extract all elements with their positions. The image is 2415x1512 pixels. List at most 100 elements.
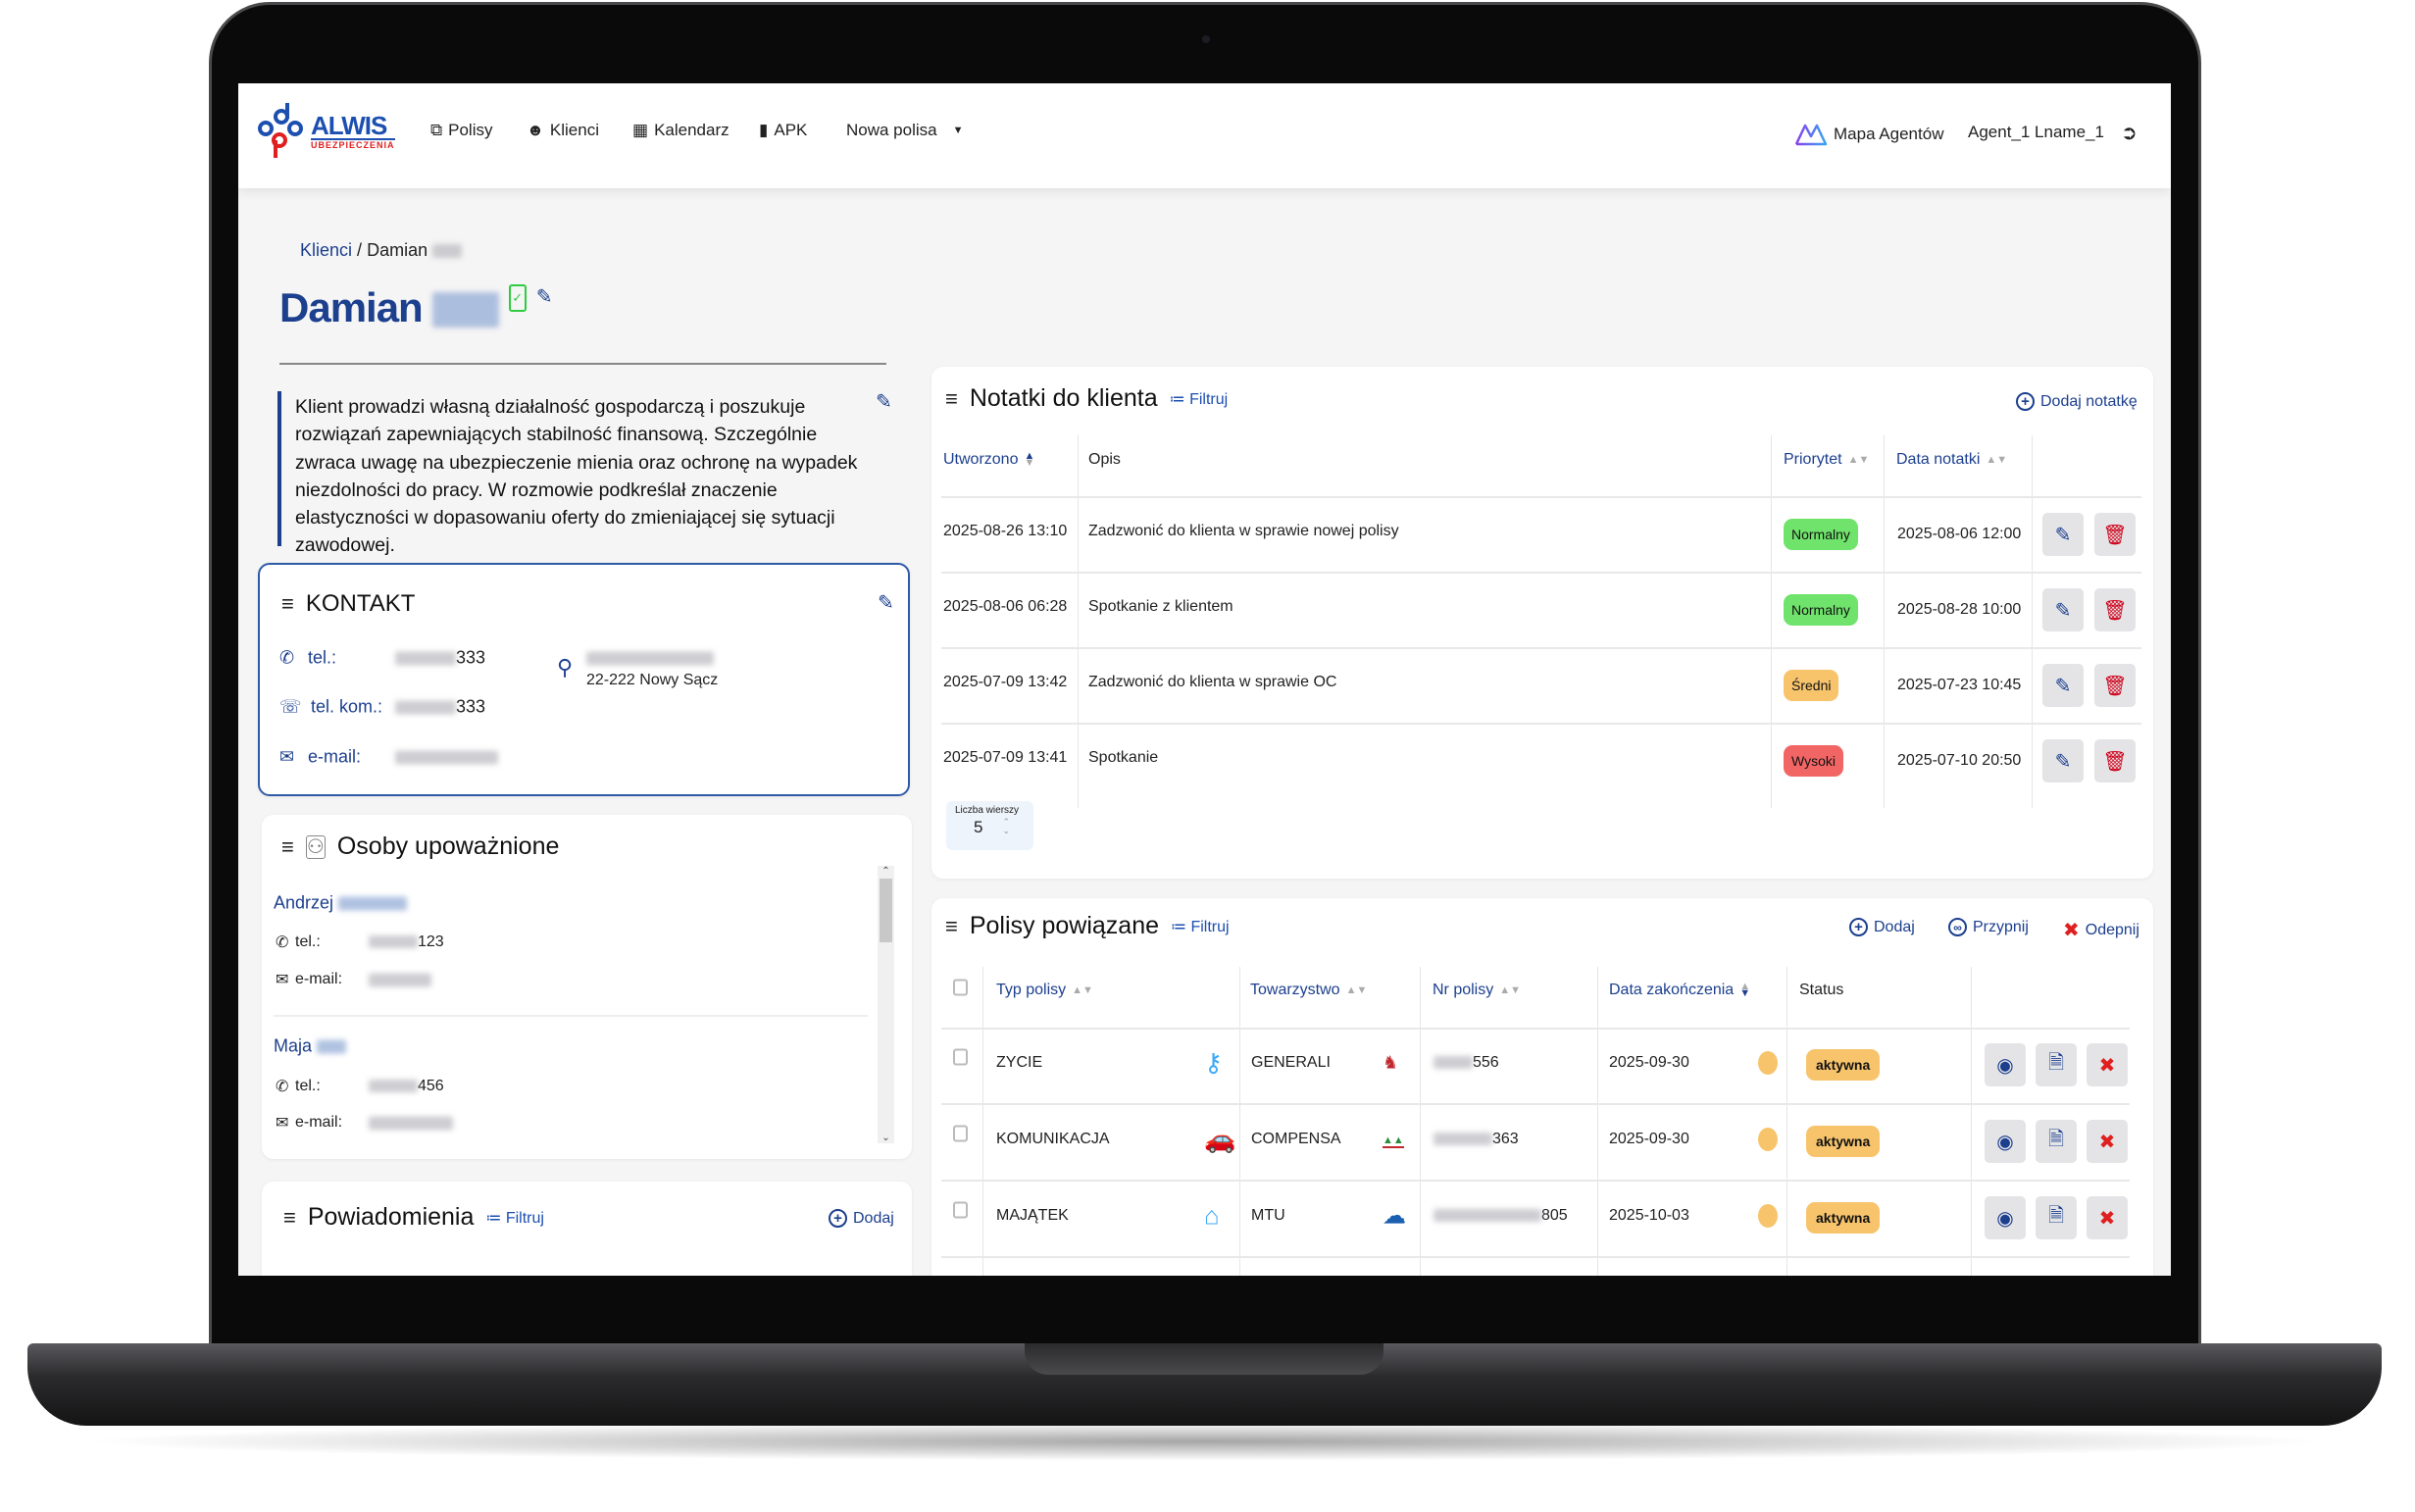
filter-button[interactable]: ≔ Filtruj: [485, 1209, 544, 1227]
unlink-icon: ✖: [2098, 1131, 2116, 1153]
edit-client-icon[interactable]: ✎: [535, 286, 553, 308]
attach-policy-button[interactable]: ∞ Przypnij: [1948, 918, 2029, 936]
scrollbar[interactable]: ⌃ ⌄: [878, 866, 894, 1143]
edit-note-button[interactable]: ✎: [2042, 664, 2084, 707]
logo-subtext: UBEZPIECZENIA: [311, 140, 395, 150]
detach-policy-button[interactable]: ✖ Odepnij: [2063, 920, 2139, 941]
logout-icon[interactable]: ➲: [2121, 123, 2138, 144]
edit-note-button[interactable]: ✎: [2042, 513, 2084, 556]
nav-kalendarz[interactable]: ▦ Kalendarz: [632, 121, 730, 140]
column-header[interactable]: Towarzystwo ▲▼: [1250, 982, 1367, 999]
filter-button[interactable]: ≔ Filtruj: [1169, 390, 1229, 408]
sort-icon[interactable]: ▲▼: [1072, 983, 1093, 996]
person-name[interactable]: Andrzej: [274, 893, 408, 914]
column-header-label: Typ polisy: [996, 982, 1067, 998]
view-policy-button[interactable]: ◉: [1985, 1043, 2026, 1086]
delete-note-button[interactable]: 🗑: [2094, 513, 2136, 556]
calendar-icon: ▦: [632, 121, 649, 139]
add-note-button[interactable]: + Dodaj notatkę: [2016, 392, 2138, 411]
policy-document-button[interactable]: 🗎: [2036, 1120, 2077, 1163]
filter-button[interactable]: ≔ Filtruj: [1171, 918, 1230, 935]
priority-badge: Wysoki: [1784, 745, 1843, 777]
policy-number-cell[interactable]: 805: [1434, 1207, 1568, 1225]
column-divider: [1786, 967, 1787, 1276]
menu-icon[interactable]: ≡: [281, 591, 294, 616]
divider: [279, 363, 886, 365]
nav-polisy[interactable]: ⧉ Polisy: [430, 121, 493, 140]
rows-per-page[interactable]: Liczba wierszy 5 ⌃ ⌄: [946, 801, 1033, 850]
envelope-icon: ✉: [279, 746, 295, 767]
select-all-checkbox[interactable]: [953, 979, 968, 996]
logo-text: ALWIS: [311, 113, 395, 140]
stepper-icon[interactable]: ⌃ ⌄: [1002, 817, 1011, 835]
column-header[interactable]: Priorytet ▲▼: [1784, 451, 1869, 469]
sort-icon[interactable]: ▲▼: [1345, 983, 1368, 996]
scroll-down-icon[interactable]: ⌄: [881, 1133, 890, 1143]
email-value[interactable]: [395, 747, 498, 768]
logo-mark-icon: [258, 103, 303, 158]
expiry-indicator: [1758, 1051, 1778, 1075]
email-label: e-mail:: [295, 1114, 343, 1131]
delete-note-button[interactable]: 🗑: [2094, 739, 2136, 782]
nav-mapa-agentow[interactable]: Mapa Agentów: [1794, 123, 1943, 146]
priority-badge: Normalny: [1784, 519, 1858, 550]
policy-number-cell[interactable]: 363: [1434, 1131, 1519, 1148]
menu-icon[interactable]: ≡: [283, 1204, 296, 1230]
row-checkbox[interactable]: [953, 1201, 968, 1219]
row-divider: [941, 1103, 2130, 1105]
scroll-up-icon[interactable]: ⌃: [881, 866, 890, 877]
row-checkbox[interactable]: [953, 1048, 968, 1066]
menu-icon[interactable]: ≡: [945, 385, 958, 411]
edit-contact-icon[interactable]: ✎: [878, 592, 894, 614]
caret-down-icon: ▼: [952, 125, 964, 136]
created-cell: 2025-08-26 13:10: [943, 523, 1068, 539]
menu-icon[interactable]: ≡: [281, 833, 294, 859]
expiry-indicator: [1758, 1128, 1778, 1151]
detach-row-button[interactable]: ✖: [2087, 1120, 2128, 1163]
edit-note-button[interactable]: ✎: [2042, 588, 2084, 631]
sort-icon[interactable]: ▲▼: [1739, 981, 1751, 999]
person-name[interactable]: Maja: [274, 1036, 347, 1057]
policy-number-cell[interactable]: 556: [1434, 1054, 1499, 1072]
detach-row-button[interactable]: ✖: [2087, 1043, 2128, 1086]
view-policy-button[interactable]: ◉: [1985, 1196, 2026, 1239]
column-header[interactable]: Data zakończenia ▲ ▼: [1609, 982, 1750, 999]
sort-icon[interactable]: ▲▼: [1847, 453, 1870, 466]
rows-per-page-input[interactable]: 5 ⌃ ⌄: [974, 817, 1011, 837]
policy-document-button[interactable]: 🗎: [2036, 1196, 2077, 1239]
view-policy-button[interactable]: ◉: [1985, 1120, 2026, 1163]
mobile-value[interactable]: 333: [395, 697, 485, 718]
edit-description-icon[interactable]: ✎: [876, 391, 892, 413]
delete-note-button[interactable]: 🗑: [2094, 588, 2136, 631]
add-policy-button[interactable]: + Dodaj: [1849, 918, 1915, 936]
column-header[interactable]: Data notatki ▲▼: [1896, 451, 2007, 469]
sort-icon[interactable]: ▲▼: [1499, 983, 1522, 996]
delete-note-button[interactable]: 🗑: [2094, 664, 2136, 707]
email-label: e-mail:: [295, 971, 343, 987]
phone-value[interactable]: 333: [395, 648, 485, 669]
priority-badge: Normalny: [1784, 594, 1858, 626]
policy-document-button[interactable]: 🗎: [2036, 1043, 2077, 1086]
row-checkbox[interactable]: [953, 1125, 968, 1142]
paperclip-icon: ∞: [1948, 918, 1967, 936]
sort-icon[interactable]: ▲▼: [1986, 453, 2008, 466]
nav-nowa-polisa[interactable]: Nowa polisa ▼: [846, 121, 964, 140]
column-header[interactable]: Nr polisy ▲▼: [1433, 982, 1521, 999]
edit-note-button[interactable]: ✎: [2042, 739, 2084, 782]
scrollbar-thumb[interactable]: [880, 879, 892, 942]
column-header[interactable]: Typ polisy ▲▼: [996, 982, 1093, 999]
user-menu[interactable]: Agent_1 Lname_1: [1968, 123, 2104, 142]
nav-klienci[interactable]: ☻ Klienci: [527, 121, 599, 140]
client-description: Klient prowadzi własną działalność gospo…: [295, 396, 858, 557]
mapa-agentow-logo-icon: [1794, 124, 1828, 146]
breadcrumb-klienci[interactable]: Klienci: [300, 240, 353, 260]
detach-row-button[interactable]: ✖: [2087, 1196, 2128, 1239]
menu-icon[interactable]: ≡: [945, 913, 958, 938]
sort-icon[interactable]: ▲▼: [1024, 450, 1035, 469]
add-notification-button[interactable]: + Dodaj: [829, 1209, 894, 1228]
nav-apk[interactable]: ▮ APK: [759, 121, 807, 140]
logo[interactable]: ALWIS UBEZPIECZENIA: [258, 103, 395, 160]
breadcrumb-current: Damian: [367, 240, 428, 260]
nav-label: APK: [774, 121, 808, 139]
column-header[interactable]: Utworzono ▲ ▼: [943, 451, 1034, 469]
